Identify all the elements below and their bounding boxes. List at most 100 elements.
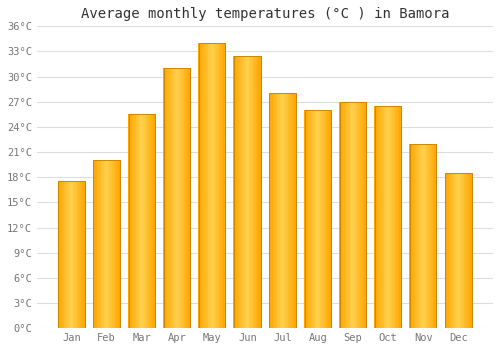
Bar <box>270 93 272 328</box>
Bar <box>342 102 343 328</box>
Bar <box>118 160 119 328</box>
Bar <box>453 173 454 328</box>
Bar <box>234 56 260 328</box>
Bar <box>176 68 177 328</box>
Bar <box>466 173 467 328</box>
Bar <box>391 106 392 328</box>
Bar <box>396 106 398 328</box>
Bar <box>278 93 280 328</box>
Bar <box>64 181 66 328</box>
Bar <box>154 114 156 328</box>
Bar <box>378 106 380 328</box>
Bar <box>339 102 340 328</box>
Bar <box>277 93 278 328</box>
Bar <box>415 144 416 328</box>
Bar <box>429 144 430 328</box>
Bar <box>254 56 256 328</box>
Bar <box>361 102 362 328</box>
Bar <box>288 93 290 328</box>
Bar <box>340 102 366 328</box>
Bar <box>304 110 331 328</box>
Bar <box>224 43 226 328</box>
Bar <box>206 43 208 328</box>
Bar <box>256 56 257 328</box>
Bar <box>470 173 471 328</box>
Bar <box>102 160 104 328</box>
Bar <box>94 160 120 328</box>
Bar <box>304 110 305 328</box>
Bar <box>467 173 468 328</box>
Bar <box>80 181 81 328</box>
Bar <box>399 106 400 328</box>
Bar <box>324 110 326 328</box>
Bar <box>319 110 320 328</box>
Bar <box>216 43 218 328</box>
Bar <box>394 106 395 328</box>
Bar <box>290 93 291 328</box>
Bar <box>295 93 296 328</box>
Bar <box>170 68 172 328</box>
Bar <box>62 181 63 328</box>
Bar <box>352 102 353 328</box>
Bar <box>152 114 153 328</box>
Bar <box>456 173 457 328</box>
Bar <box>320 110 322 328</box>
Bar <box>201 43 202 328</box>
Bar <box>186 68 188 328</box>
Bar <box>177 68 178 328</box>
Bar <box>136 114 138 328</box>
Bar <box>454 173 456 328</box>
Bar <box>344 102 346 328</box>
Bar <box>76 181 77 328</box>
Bar <box>445 173 471 328</box>
Bar <box>211 43 212 328</box>
Bar <box>128 114 155 328</box>
Bar <box>318 110 319 328</box>
Bar <box>360 102 361 328</box>
Bar <box>316 110 318 328</box>
Bar <box>144 114 146 328</box>
Bar <box>202 43 204 328</box>
Bar <box>234 56 260 328</box>
Bar <box>180 68 181 328</box>
Bar <box>248 56 250 328</box>
Bar <box>424 144 426 328</box>
Bar <box>281 93 282 328</box>
Bar <box>382 106 384 328</box>
Bar <box>282 93 284 328</box>
Bar <box>252 56 253 328</box>
Bar <box>420 144 422 328</box>
Bar <box>350 102 352 328</box>
Bar <box>284 93 286 328</box>
Bar <box>422 144 423 328</box>
Bar <box>328 110 329 328</box>
Bar <box>462 173 464 328</box>
Bar <box>164 68 190 328</box>
Bar <box>104 160 105 328</box>
Bar <box>446 173 448 328</box>
Bar <box>205 43 206 328</box>
Bar <box>272 93 273 328</box>
Bar <box>260 56 261 328</box>
Bar <box>70 181 71 328</box>
Bar <box>426 144 428 328</box>
Bar <box>163 68 164 328</box>
Bar <box>304 110 331 328</box>
Bar <box>240 56 242 328</box>
Bar <box>96 160 97 328</box>
Bar <box>190 68 191 328</box>
Bar <box>111 160 112 328</box>
Bar <box>354 102 356 328</box>
Bar <box>364 102 366 328</box>
Bar <box>235 56 236 328</box>
Bar <box>434 144 436 328</box>
Bar <box>128 114 155 328</box>
Bar <box>174 68 176 328</box>
Bar <box>418 144 419 328</box>
Bar <box>244 56 246 328</box>
Bar <box>108 160 110 328</box>
Bar <box>395 106 396 328</box>
Bar <box>377 106 378 328</box>
Bar <box>94 160 120 328</box>
Bar <box>436 144 437 328</box>
